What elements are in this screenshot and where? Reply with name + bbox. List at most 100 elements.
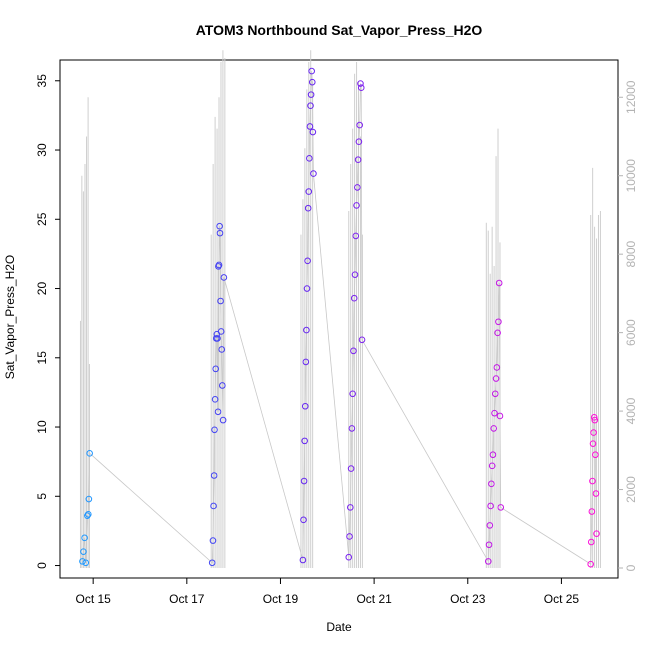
data-point — [591, 416, 599, 424]
data-point — [217, 328, 225, 335]
x-tick-label: Oct 15 — [75, 592, 111, 606]
data-point — [345, 553, 353, 561]
data-point — [308, 78, 316, 86]
x-tick-label: Oct 17 — [169, 592, 205, 606]
data-point — [352, 232, 360, 240]
y-tick-label: 10 — [35, 420, 49, 434]
data-point — [354, 156, 362, 164]
data-point — [346, 533, 353, 540]
data-point — [490, 425, 498, 432]
data-point — [304, 257, 311, 265]
x-tick-label: Oct 23 — [450, 592, 486, 606]
x-axis: Oct 15 Oct 17 Oct 19 Oct 21 Oct 23 Oct 25 — [75, 578, 579, 606]
x-axis-label: Date — [326, 620, 352, 634]
data-point — [307, 102, 314, 110]
data-point — [497, 504, 505, 511]
data-point — [590, 429, 597, 436]
y-tick-label: 20 — [35, 282, 49, 296]
data-point — [301, 437, 308, 445]
y-tick-label: 5 — [35, 493, 49, 500]
data-point — [309, 128, 317, 136]
data-point — [357, 80, 364, 87]
data-point — [356, 121, 363, 129]
data-point — [301, 402, 309, 410]
data-point — [308, 67, 315, 75]
data-point — [592, 451, 599, 459]
data-point — [209, 537, 217, 544]
data-point — [215, 261, 223, 269]
data-point — [351, 271, 359, 278]
data-point — [216, 229, 224, 237]
y2-tick-label: 2000 — [624, 476, 638, 503]
data-point — [484, 558, 492, 565]
data-point — [300, 516, 307, 524]
data-point — [488, 462, 496, 470]
data-point — [299, 556, 307, 564]
data-point — [211, 426, 218, 434]
data-point — [86, 450, 93, 457]
data-point — [355, 138, 363, 146]
data-point — [210, 502, 217, 510]
x-tick-label: Oct 19 — [263, 592, 299, 606]
data-point — [491, 409, 498, 417]
data-point — [214, 335, 221, 342]
data-point — [354, 184, 361, 191]
data-point — [492, 375, 500, 382]
data-point — [486, 522, 494, 529]
data-point — [85, 495, 93, 503]
data-point — [84, 512, 91, 519]
data-point — [488, 480, 495, 488]
data-point — [588, 508, 596, 515]
data-point — [350, 294, 358, 302]
y-tick-label: 15 — [35, 351, 49, 365]
data-point — [216, 222, 223, 230]
data-point — [300, 477, 308, 485]
y2-tick-label: 6000 — [624, 319, 638, 346]
data-point — [593, 530, 600, 537]
data-point — [347, 465, 355, 472]
y-tick-label: 30 — [35, 143, 49, 157]
data-point — [79, 558, 86, 565]
data-point — [495, 279, 503, 287]
connector-path — [82, 71, 597, 565]
data-point — [219, 416, 227, 424]
connector-line — [82, 71, 597, 565]
data-point — [310, 170, 317, 177]
data-point — [347, 504, 354, 511]
x-tick-label: Oct 25 — [544, 592, 580, 606]
y-tick-label: 25 — [35, 212, 49, 226]
y-axis-label: Sat_Vapor_Press_H2O — [3, 255, 17, 380]
data-point — [357, 84, 365, 92]
data-point — [217, 297, 224, 305]
data-point — [487, 502, 494, 510]
data-point — [80, 548, 87, 555]
data-point — [489, 451, 497, 459]
data-point — [495, 318, 502, 326]
data-point — [305, 188, 313, 195]
y2-tick-label: 0 — [624, 564, 638, 571]
data-point — [302, 358, 310, 366]
y-tick-label: 35 — [35, 74, 49, 88]
data-point — [494, 329, 501, 337]
data-point — [587, 538, 595, 546]
data-point — [589, 477, 596, 485]
data-point — [592, 490, 600, 497]
data-point — [210, 472, 218, 479]
data-point — [306, 123, 314, 130]
data-point — [590, 414, 598, 421]
secondary-series — [79, 50, 601, 568]
x-tick-label: Oct 21 — [356, 592, 392, 606]
data-point — [212, 365, 219, 373]
data-point — [220, 274, 228, 281]
data-point — [349, 390, 356, 398]
data-point — [350, 347, 357, 355]
y2-tick-label: 4000 — [624, 397, 638, 424]
data-point — [307, 91, 315, 98]
data-points — [79, 67, 600, 568]
data-point — [81, 534, 88, 542]
data-point — [353, 202, 360, 209]
data-point — [348, 425, 356, 432]
data-point — [82, 559, 90, 567]
data-point — [303, 285, 311, 292]
